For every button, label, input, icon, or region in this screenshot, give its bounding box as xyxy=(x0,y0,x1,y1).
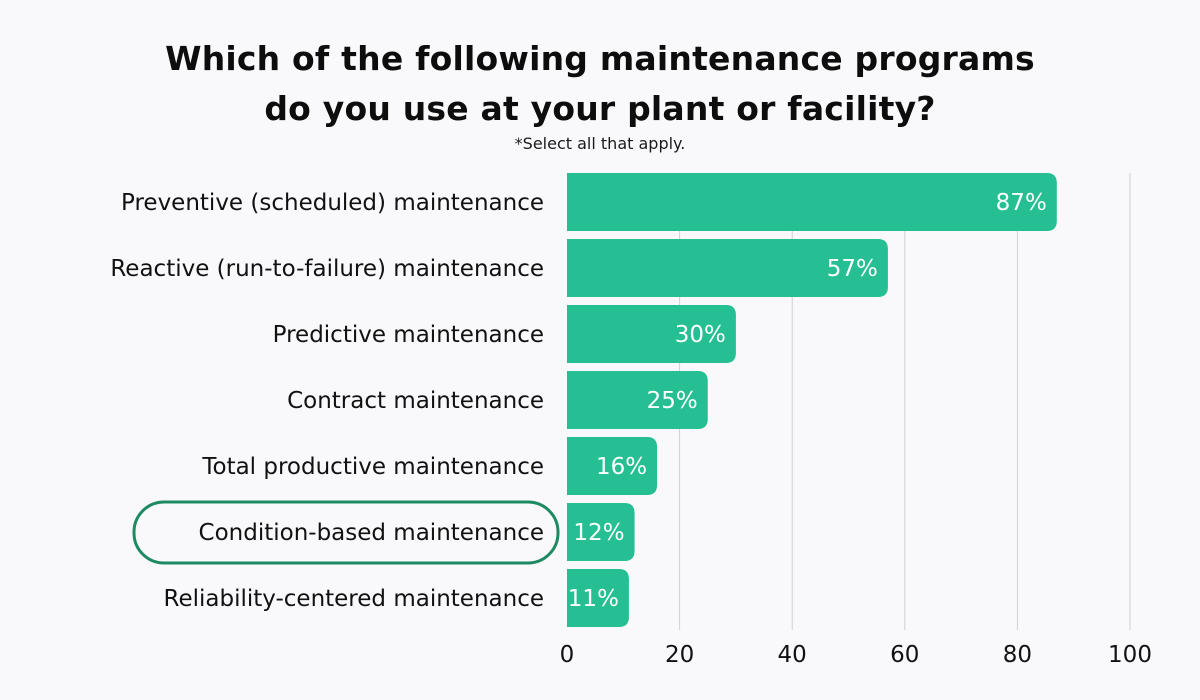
category-label: Preventive (scheduled) maintenance xyxy=(121,190,544,216)
category-label: Contract maintenance xyxy=(287,388,544,414)
chart-title: Which of the following maintenance progr… xyxy=(0,34,1200,134)
bar-value-label: 57% xyxy=(827,256,878,282)
x-tick-label: 0 xyxy=(560,642,575,668)
x-tick-label: 20 xyxy=(665,642,694,668)
x-tick-label: 60 xyxy=(890,642,919,668)
bar-value-label: 87% xyxy=(996,190,1047,216)
category-label: Reliability-centered maintenance xyxy=(164,586,545,612)
bar-value-label: 30% xyxy=(675,322,726,348)
category-label: Total productive maintenance xyxy=(201,454,544,480)
x-tick-label: 100 xyxy=(1108,642,1152,668)
bar xyxy=(567,305,736,363)
bar-value-label: 11% xyxy=(568,586,619,612)
bar xyxy=(567,437,658,495)
bar xyxy=(567,371,708,429)
bar xyxy=(567,569,629,627)
category-label: Condition-based maintenance xyxy=(199,520,544,546)
bar-value-label: 25% xyxy=(647,388,698,414)
chart-subtitle: *Select all that apply. xyxy=(514,134,686,153)
bar xyxy=(567,503,635,561)
x-tick-label: 80 xyxy=(1003,642,1032,668)
bar-value-label: 12% xyxy=(573,520,624,546)
x-tick-label: 40 xyxy=(778,642,807,668)
category-label: Reactive (run-to-failure) maintenance xyxy=(110,256,544,282)
chart-title-line-1: Which of the following maintenance progr… xyxy=(165,39,1035,78)
category-label: Predictive maintenance xyxy=(273,322,544,348)
bar xyxy=(567,173,1057,231)
bar-value-label: 16% xyxy=(596,454,647,480)
bar xyxy=(567,239,888,297)
highlight-outline xyxy=(132,500,560,565)
chart-title-line-2: do you use at your plant or facility? xyxy=(264,89,936,128)
